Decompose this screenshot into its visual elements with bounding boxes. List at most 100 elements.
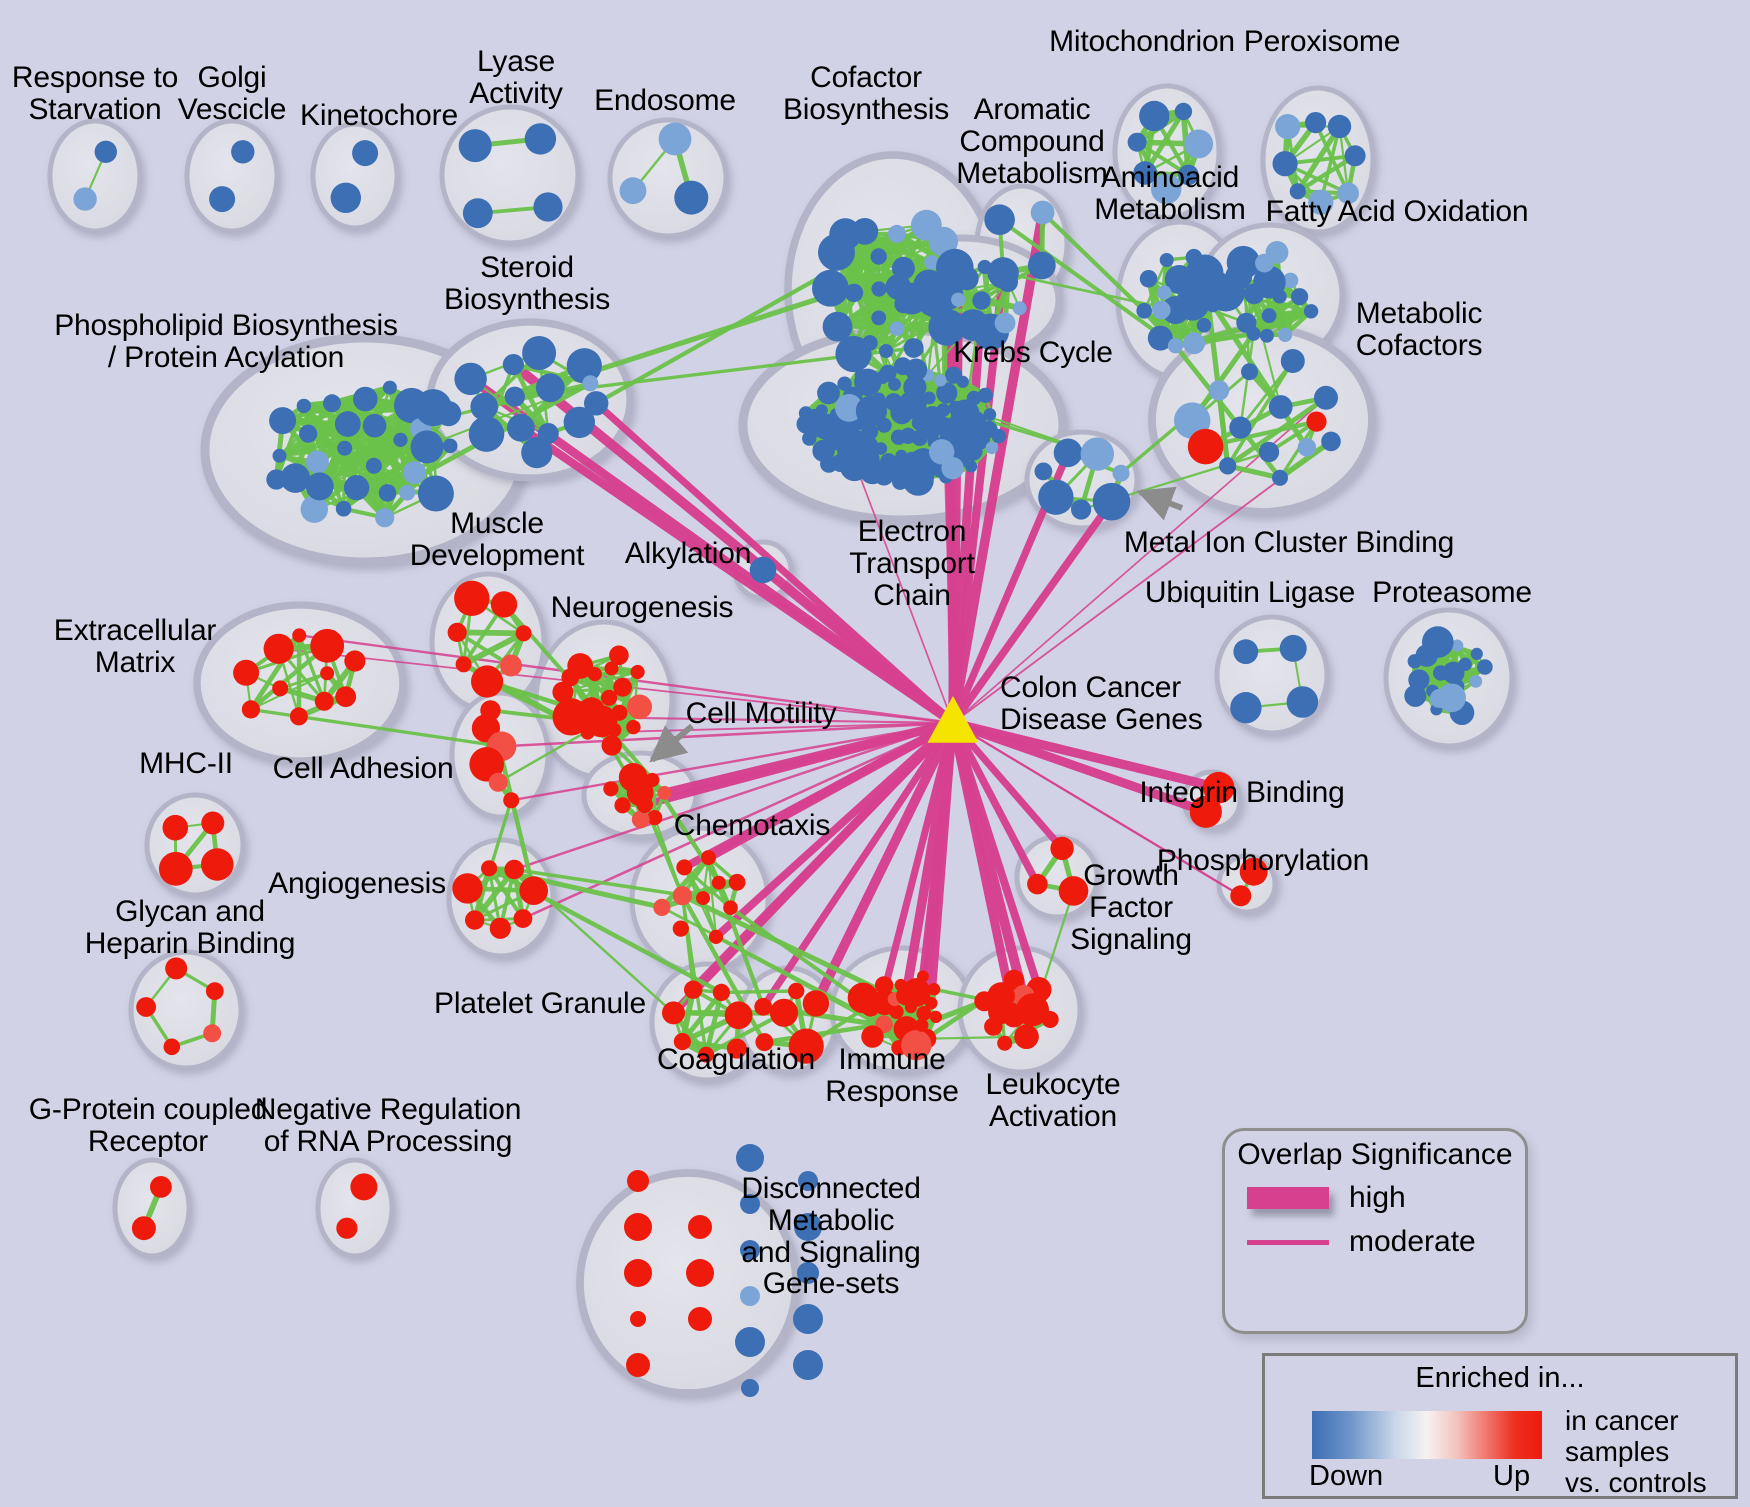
gene-set-node[interactable] <box>601 735 622 756</box>
gene-set-node[interactable] <box>382 380 397 395</box>
gene-set-node[interactable] <box>314 691 334 711</box>
gene-set-node[interactable] <box>861 1025 884 1048</box>
gene-set-node[interactable] <box>504 386 525 407</box>
gene-set-node[interactable] <box>1272 151 1298 177</box>
gene-set-node[interactable] <box>1272 469 1288 486</box>
gene-set-node[interactable] <box>903 375 927 399</box>
gene-set-node[interactable] <box>1027 873 1048 895</box>
gene-set-node[interactable] <box>934 374 947 387</box>
gene-set-node[interactable] <box>458 129 492 163</box>
gene-set-node[interactable] <box>822 311 853 342</box>
gene-set-node[interactable] <box>696 891 710 906</box>
gene-set-node[interactable] <box>924 255 939 270</box>
gene-set-node[interactable] <box>688 1215 712 1239</box>
gene-set-node[interactable] <box>73 187 97 211</box>
gene-set-node[interactable] <box>334 411 361 437</box>
gene-set-node[interactable] <box>879 344 894 358</box>
gene-set-node[interactable] <box>936 382 958 404</box>
gene-set-node[interactable] <box>1321 431 1341 452</box>
gene-set-node[interactable] <box>945 366 963 384</box>
gene-set-node[interactable] <box>870 248 887 265</box>
gene-set-node[interactable] <box>1112 464 1130 482</box>
gene-set-node[interactable] <box>977 259 992 275</box>
gene-set-node[interactable] <box>1080 437 1115 471</box>
gene-set-node[interactable] <box>837 376 852 391</box>
gene-set-node[interactable] <box>658 122 692 156</box>
gene-set-node[interactable] <box>1053 438 1083 468</box>
gene-set-node[interactable] <box>1279 634 1307 662</box>
gene-set-node[interactable] <box>524 123 557 155</box>
gene-set-node[interactable] <box>672 886 693 906</box>
gene-set-node[interactable] <box>662 1001 685 1025</box>
gene-set-node[interactable] <box>454 580 490 616</box>
gene-set-node[interactable] <box>797 1262 819 1284</box>
gene-set-node[interactable] <box>585 705 618 738</box>
gene-set-node[interactable] <box>984 204 1015 235</box>
gene-set-node[interactable] <box>1314 385 1338 410</box>
gene-set-node[interactable] <box>740 1286 760 1306</box>
gene-set-node[interactable] <box>627 694 652 720</box>
gene-set-node[interactable] <box>1230 692 1262 724</box>
gene-set-node[interactable] <box>835 335 872 373</box>
gene-set-node[interactable] <box>344 650 366 672</box>
gene-set-node[interactable] <box>1297 438 1317 457</box>
gene-set-node[interactable] <box>1239 857 1268 886</box>
gene-set-node[interactable] <box>310 628 345 663</box>
gene-set-node[interactable] <box>365 457 382 474</box>
gene-set-node[interactable] <box>399 484 416 501</box>
gene-set-node[interactable] <box>292 628 307 643</box>
gene-set-node[interactable] <box>1175 286 1210 321</box>
gene-set-node[interactable] <box>165 957 188 980</box>
gene-set-node[interactable] <box>1219 457 1237 475</box>
gene-set-node[interactable] <box>888 377 901 391</box>
gene-set-node[interactable] <box>1136 303 1152 319</box>
gene-set-node[interactable] <box>724 1001 753 1030</box>
gene-set-node[interactable] <box>614 797 631 814</box>
gene-set-node[interactable] <box>933 416 953 436</box>
gene-set-node[interactable] <box>343 475 370 501</box>
gene-set-node[interactable] <box>794 1213 822 1241</box>
gene-set-node[interactable] <box>686 1259 714 1287</box>
gene-set-node[interactable] <box>335 500 352 517</box>
gene-set-node[interactable] <box>977 387 993 403</box>
gene-set-node[interactable] <box>1308 189 1334 215</box>
gene-set-node[interactable] <box>812 269 849 307</box>
gene-set-node[interactable] <box>884 393 903 411</box>
gene-set-node[interactable] <box>136 997 157 1017</box>
gene-set-node[interactable] <box>300 495 328 523</box>
gene-set-node[interactable] <box>468 416 505 452</box>
gene-set-node[interactable] <box>636 796 653 813</box>
gene-set-node[interactable] <box>1404 684 1427 707</box>
gene-set-node[interactable] <box>924 996 938 1010</box>
gene-set-node[interactable] <box>955 266 979 291</box>
gene-set-node[interactable] <box>533 192 563 222</box>
gene-set-node[interactable] <box>735 1327 765 1357</box>
gene-set-node[interactable] <box>552 681 574 703</box>
gene-set-node[interactable] <box>1189 795 1222 828</box>
gene-set-node[interactable] <box>948 400 963 416</box>
gene-set-node[interactable] <box>1071 499 1092 520</box>
gene-set-node[interactable] <box>272 680 289 697</box>
gene-set-node[interactable] <box>299 424 318 443</box>
gene-set-node[interactable] <box>1407 654 1423 669</box>
gene-set-node[interactable] <box>928 308 966 346</box>
gene-set-node[interactable] <box>875 370 890 384</box>
gene-set-node[interactable] <box>927 983 941 996</box>
gene-set-node[interactable] <box>552 698 590 736</box>
gene-set-node[interactable] <box>504 859 524 880</box>
gene-set-node[interactable] <box>452 873 483 904</box>
gene-set-node[interactable] <box>963 441 983 461</box>
gene-set-node[interactable] <box>320 666 335 681</box>
gene-set-node[interactable] <box>158 851 193 886</box>
gene-set-node[interactable] <box>1139 270 1158 288</box>
gene-set-node[interactable] <box>1178 164 1199 186</box>
gene-set-node[interactable] <box>535 373 565 403</box>
gene-set-node[interactable] <box>455 656 472 673</box>
gene-set-node[interactable] <box>470 392 499 421</box>
gene-set-node[interactable] <box>263 633 294 664</box>
gene-set-node[interactable] <box>378 484 397 502</box>
gene-set-node[interactable] <box>561 668 580 687</box>
gene-set-node[interactable] <box>269 407 297 435</box>
gene-set-node[interactable] <box>1246 326 1261 341</box>
gene-set-node[interactable] <box>891 256 915 280</box>
